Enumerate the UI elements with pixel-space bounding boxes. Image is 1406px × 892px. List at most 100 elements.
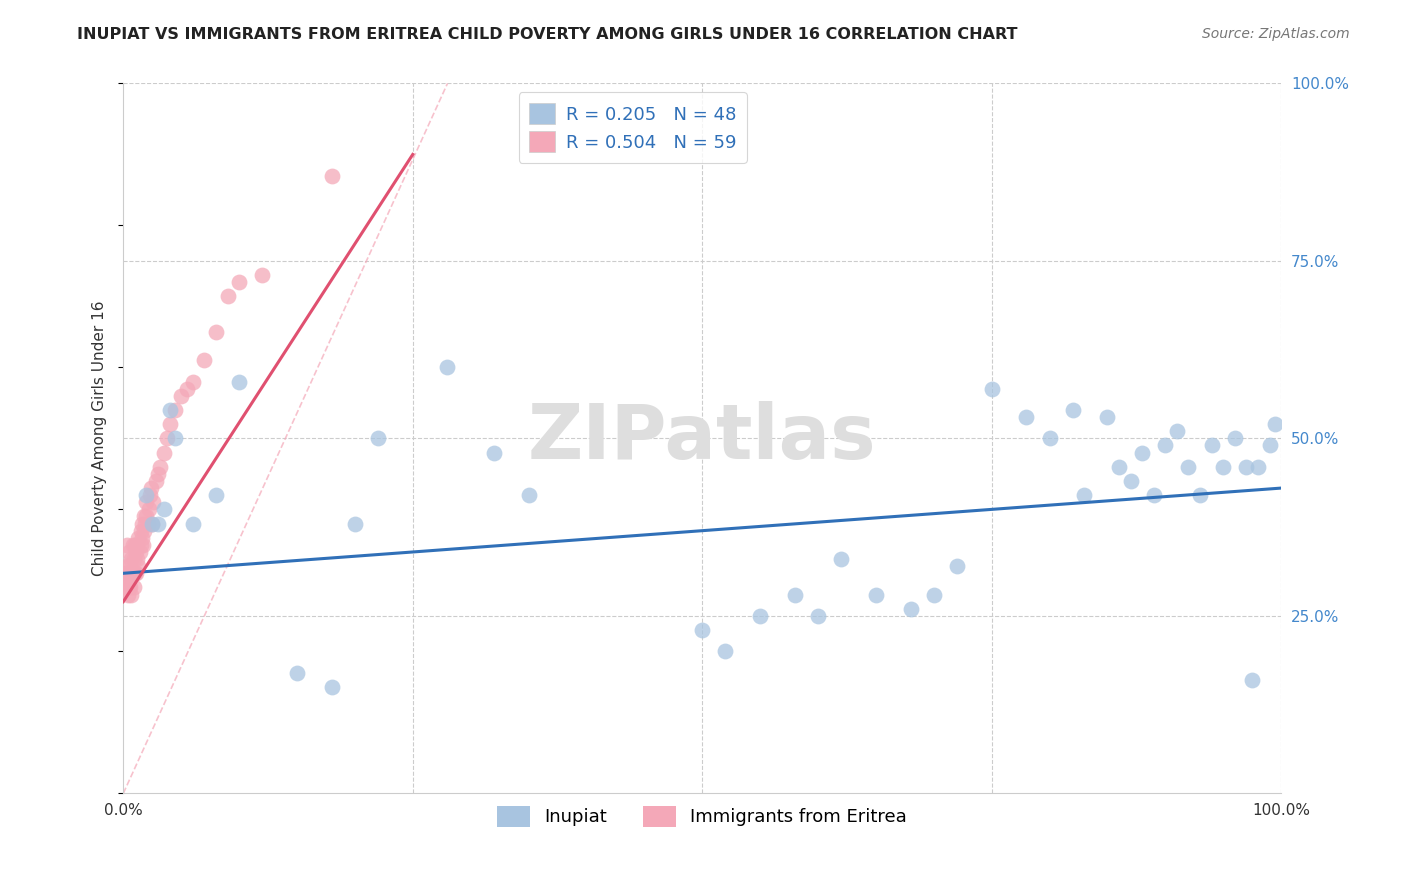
Point [165,403,187,417]
Point [1154,438,1177,452]
Point [1247,459,1270,474]
Point [115,566,138,581]
Point [159,417,181,432]
Point [1062,403,1084,417]
Point [118,559,141,574]
Point [134,509,156,524]
Point [285,665,308,680]
Point [980,382,1002,396]
Point [127,559,149,574]
Point [714,644,737,658]
Point [181,516,204,531]
Point [482,445,505,459]
Point [131,516,153,531]
Point [205,488,228,502]
Point [1264,417,1286,432]
Point [228,275,250,289]
Point [139,488,162,502]
Point [205,325,228,339]
Point [749,608,772,623]
Point [135,509,157,524]
Point [436,360,458,375]
Point [783,588,806,602]
Point [367,431,389,445]
Point [139,481,162,495]
Point [141,516,163,531]
Point [343,516,366,531]
Point [129,524,152,538]
Point [114,566,136,581]
Point [115,538,138,552]
Point [120,566,142,581]
Point [131,531,153,545]
Point [1177,459,1199,474]
Point [153,445,176,459]
Point [865,588,887,602]
Point [135,495,157,509]
Point [149,459,172,474]
Point [114,581,136,595]
Point [228,375,250,389]
Point [165,431,187,445]
Legend: Inupiat, Immigrants from Eritrea: Inupiat, Immigrants from Eritrea [491,798,914,834]
Point [321,680,343,694]
Point [121,566,143,581]
Point [252,268,274,282]
Point [517,488,540,502]
Point [125,566,148,581]
Point [1108,459,1130,474]
Point [1201,438,1223,452]
Point [138,502,160,516]
Point [136,516,159,531]
Point [124,566,146,581]
Point [121,538,143,552]
Point [117,588,139,602]
Point [1212,459,1234,474]
Point [1143,488,1166,502]
Point [146,467,169,481]
Point [156,431,179,445]
Point [1166,425,1188,439]
Point [117,574,139,588]
Point [118,545,141,559]
Point [146,516,169,531]
Point [900,601,922,615]
Point [1130,445,1153,459]
Point [193,353,215,368]
Point [122,581,145,595]
Point [122,552,145,566]
Point [217,289,239,303]
Point [124,538,146,552]
Point [132,538,155,552]
Point [1234,459,1257,474]
Point [1015,410,1038,425]
Text: INUPIAT VS IMMIGRANTS FROM ERITREA CHILD POVERTY AMONG GIRLS UNDER 16 CORRELATIO: INUPIAT VS IMMIGRANTS FROM ERITREA CHILD… [77,27,1018,42]
Point [135,488,157,502]
Point [120,581,142,595]
Point [120,552,142,566]
Point [1073,488,1095,502]
Point [807,608,830,623]
Point [120,588,142,602]
Point [127,552,149,566]
Text: ZIPatlas: ZIPatlas [527,401,876,475]
Point [118,581,141,595]
Point [153,502,176,516]
Point [1241,673,1264,687]
Point [946,559,969,574]
Point [1038,431,1060,445]
Point [176,382,198,396]
Point [145,474,167,488]
Point [170,389,193,403]
Point [114,559,136,574]
Point [181,375,204,389]
Point [134,516,156,531]
Point [1258,438,1281,452]
Point [159,403,181,417]
Point [127,538,149,552]
Point [1119,474,1142,488]
Point [142,495,165,509]
Point [1189,488,1212,502]
Point [129,538,152,552]
Y-axis label: Child Poverty Among Girls Under 16: Child Poverty Among Girls Under 16 [93,301,107,576]
